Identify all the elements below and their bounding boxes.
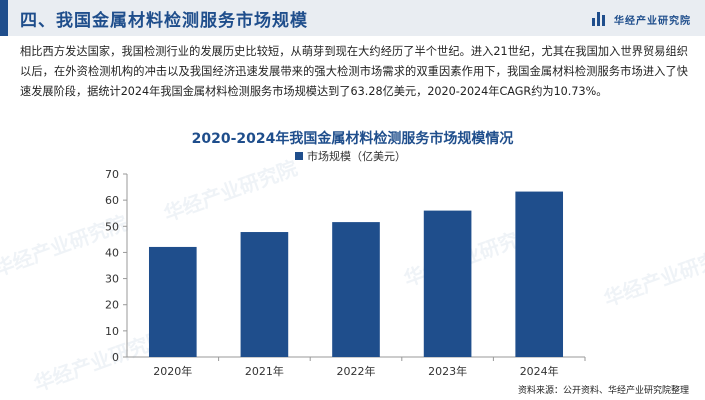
brand-name: 华经产业研究院 bbox=[614, 15, 691, 27]
y-tick-label: 50 bbox=[105, 220, 119, 233]
y-tick-label: 70 bbox=[105, 168, 119, 181]
y-tick-label: 20 bbox=[105, 299, 119, 312]
brand: 华经产业研究院 bbox=[592, 10, 691, 28]
section-header: 四、我国金属材料检测服务市场规模 华经产业研究院 bbox=[0, 0, 705, 36]
x-tick-label: 2020年 bbox=[153, 364, 192, 378]
bar bbox=[332, 222, 380, 357]
y-tick-label: 40 bbox=[105, 246, 119, 259]
section-title: 四、我国金属材料检测服务市场规模 bbox=[20, 11, 308, 31]
bar bbox=[515, 191, 564, 357]
header-accent-bar bbox=[0, 0, 8, 36]
bar bbox=[423, 210, 472, 357]
x-tick-label: 2022年 bbox=[337, 364, 376, 378]
y-tick-label: 0 bbox=[112, 351, 119, 364]
source-note: 资料来源：公开资料、华经产业研究院整理 bbox=[517, 386, 689, 396]
bar bbox=[148, 246, 197, 357]
bar bbox=[240, 232, 289, 357]
y-tick-label: 30 bbox=[105, 273, 119, 286]
chart-title: 2020-2024年我国金属材料检测服务市场规模情况 bbox=[191, 131, 514, 147]
x-tick-label: 2021年 bbox=[245, 364, 284, 378]
y-tick-label: 10 bbox=[105, 325, 119, 338]
y-tick-label: 60 bbox=[105, 194, 119, 207]
brand-logo-icon bbox=[592, 12, 608, 26]
legend-label: 市场规模（亿美元） bbox=[307, 149, 406, 163]
x-tick-label: 2024年 bbox=[520, 364, 559, 378]
x-tick-label: 2023年 bbox=[428, 364, 467, 378]
legend-swatch bbox=[295, 152, 303, 160]
intro-paragraph: 相比西方发达国家，我国检测行业的发展历史比较短，从萌芽到现在大约经历了半个世纪。… bbox=[20, 45, 688, 98]
